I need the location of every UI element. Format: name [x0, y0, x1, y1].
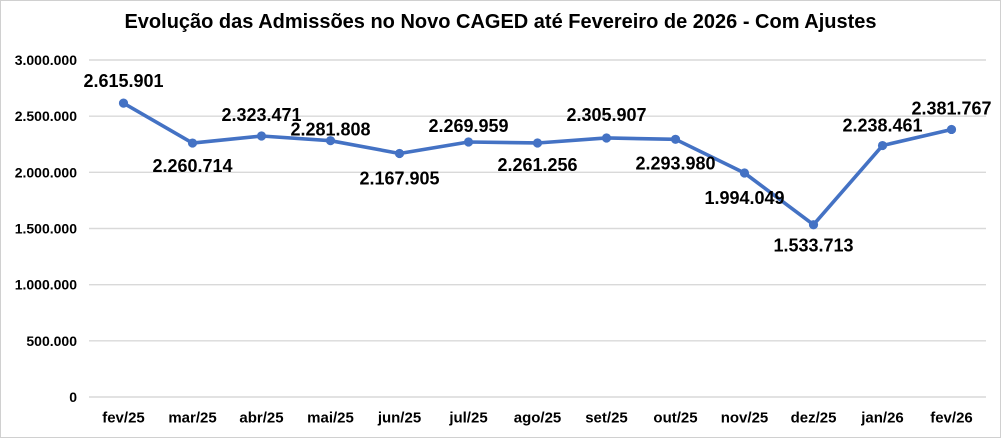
data-point-marker [877, 140, 888, 151]
x-axis-tick-label: abr/25 [239, 410, 283, 427]
data-point-label: 2.260.714 [152, 156, 232, 176]
data-point-label: 2.381.767 [911, 98, 991, 118]
x-axis-tick-label: fev/25 [102, 410, 145, 427]
data-point-marker [739, 168, 750, 178]
y-axis-tick-label: 3.000.000 [15, 52, 77, 68]
y-axis-tick-label: 2.000.000 [15, 164, 77, 180]
y-axis-tick-label: 0 [69, 389, 77, 405]
x-axis-tick-label: ago/25 [514, 410, 562, 427]
data-point-label: 2.281.808 [290, 120, 370, 140]
data-point-marker [946, 124, 957, 135]
x-axis-tick-label: dez/25 [791, 410, 837, 427]
y-axis-tick-label: 1.500.000 [15, 221, 77, 237]
x-axis-tick-label: mar/25 [168, 410, 216, 427]
data-point-marker [118, 98, 129, 108]
data-point-marker [394, 148, 405, 159]
x-axis-tick-label: jun/25 [377, 410, 421, 427]
data-point-marker [256, 131, 267, 141]
data-point-marker [670, 134, 681, 144]
data-point-marker [532, 138, 543, 148]
y-axis-tick-label: 1.000.000 [15, 277, 77, 293]
x-axis-tick-label: set/25 [585, 410, 628, 427]
x-axis-tick-label: out/25 [653, 410, 697, 427]
data-point-label: 2.323.471 [221, 105, 301, 125]
data-point-label: 1.533.713 [773, 236, 853, 256]
data-point-marker [601, 133, 612, 143]
data-point-marker [187, 138, 198, 148]
data-point-label: 2.293.980 [635, 153, 715, 173]
x-axis-tick-label: nov/25 [721, 410, 769, 427]
data-point-label: 2.238.461 [842, 116, 922, 136]
data-point-marker [808, 220, 819, 230]
data-point-marker [325, 136, 336, 146]
data-point-label: 2.167.905 [359, 168, 439, 188]
data-point-label: 2.305.907 [566, 105, 646, 125]
x-axis-tick-label: fev/26 [930, 410, 973, 427]
data-point-label: 2.261.256 [497, 155, 577, 175]
y-axis-tick-label: 2.500.000 [15, 108, 77, 124]
y-axis-tick-label: 500.000 [26, 333, 77, 349]
data-point-label: 2.269.959 [428, 116, 508, 136]
x-axis-tick-label: mai/25 [307, 410, 354, 427]
data-point-label: 1.994.049 [704, 188, 784, 208]
x-axis-tick-label: jan/26 [860, 410, 904, 427]
x-axis-tick-label: jul/25 [448, 410, 487, 427]
chart-title: Evolução das Admissões no Novo CAGED até… [124, 11, 877, 33]
data-point-label: 2.615.901 [83, 71, 163, 91]
data-point-marker [463, 137, 474, 147]
